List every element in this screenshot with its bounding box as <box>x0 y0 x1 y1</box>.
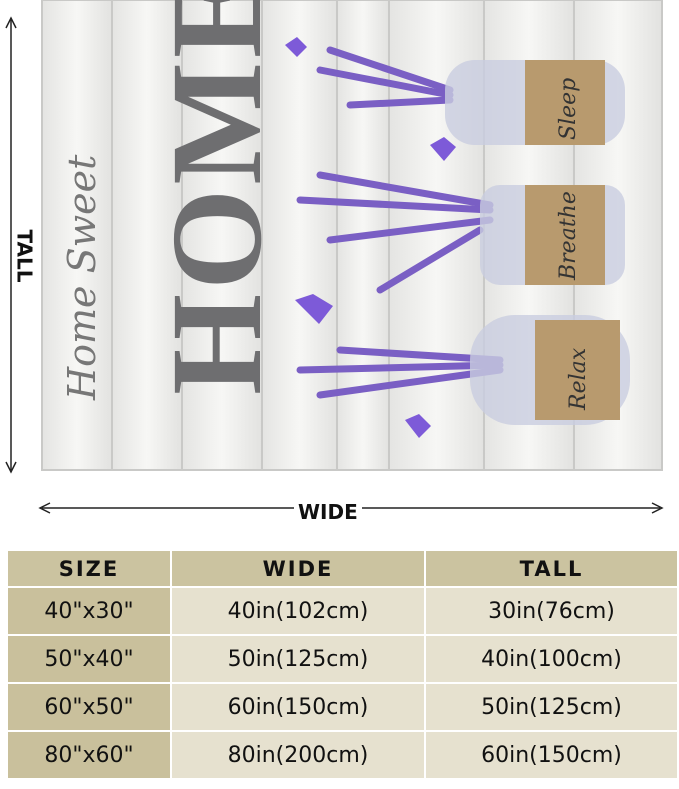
size-cell: 50"x40" <box>8 636 170 682</box>
tall-cell: 40in(100cm) <box>426 636 677 682</box>
home-big-text: HOME <box>145 0 289 395</box>
tall-label: TALL <box>12 225 37 287</box>
wide-cell: 60in(150cm) <box>172 684 424 730</box>
size-cell: 80"x60" <box>8 732 170 778</box>
table-row: 60"x50" 60in(150cm) 50in(125cm) <box>8 684 677 730</box>
size-cell: 40"x30" <box>8 588 170 634</box>
table-header-row: SIZE WIDE TALL <box>8 551 677 586</box>
wide-cell: 50in(125cm) <box>172 636 424 682</box>
butterflies <box>285 37 456 438</box>
wide-cell: 80in(200cm) <box>172 732 424 778</box>
table-row: 40"x30" 40in(102cm) 30in(76cm) <box>8 588 677 634</box>
jar-label-breathe: Breathe <box>556 191 581 281</box>
jar-label-relax: Relax <box>566 347 591 411</box>
jar-label-sleep: Sleep <box>556 78 581 140</box>
size-table: SIZE WIDE TALL 40"x30" 40in(102cm) 30in(… <box>6 549 679 780</box>
blanket-artwork: Home Sweet HOME Sleep Breathe Relax <box>5 0 664 514</box>
header-wide: WIDE <box>172 551 424 586</box>
tall-cell: 50in(125cm) <box>426 684 677 730</box>
tall-cell: 30in(76cm) <box>426 588 677 634</box>
size-cell: 60"x50" <box>8 684 170 730</box>
table-row: 50"x40" 50in(125cm) 40in(100cm) <box>8 636 677 682</box>
glass-jars <box>445 60 630 425</box>
header-size: SIZE <box>8 551 170 586</box>
tall-arrow <box>5 16 17 474</box>
header-tall: TALL <box>426 551 677 586</box>
wide-label: WIDE <box>294 500 362 524</box>
wide-cell: 40in(102cm) <box>172 588 424 634</box>
table-row: 80"x60" 80in(200cm) 60in(150cm) <box>8 732 677 778</box>
tall-cell: 60in(150cm) <box>426 732 677 778</box>
home-sweet-script: Home Sweet <box>60 154 104 401</box>
